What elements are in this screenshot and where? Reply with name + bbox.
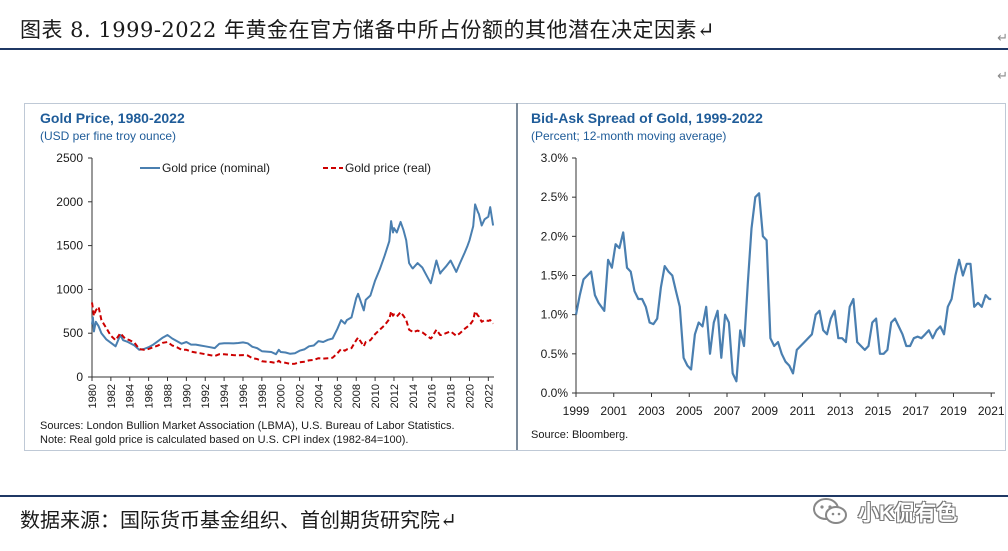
- y-tick-label: 0.5%: [541, 347, 569, 361]
- y-tick-label: 1500: [56, 239, 83, 253]
- x-tick-label: 1988: [162, 384, 174, 408]
- title-rule: [0, 48, 1008, 50]
- figure-frame: [24, 103, 1006, 451]
- chart-title-bid-ask: Bid-Ask Spread of Gold, 1999-2022: [531, 110, 763, 126]
- y-tick-label: 2000: [56, 195, 83, 209]
- chart-source-note: Source: Bloomberg.: [531, 429, 629, 441]
- data-source-line: 数据来源：国际货币基金组织、首创期货研究院↵: [20, 508, 457, 532]
- y-tick-label: 2.5%: [541, 190, 569, 204]
- gold-price-chart: 0 500 1000 1500 2000 2500 1980 1982 1984 1986 1988…: [56, 151, 495, 408]
- x-tick-label: 2022: [483, 384, 495, 408]
- x-tick-label: 1982: [106, 384, 118, 408]
- corner-return-mark: ↵: [997, 30, 1008, 45]
- y-tick-label: 1000: [56, 282, 83, 296]
- x-tick-label: 2004: [313, 384, 325, 408]
- chart-title-gold-price: Gold Price, 1980-2022: [40, 110, 185, 126]
- y-tick-label: 0: [76, 370, 83, 384]
- chart-subtitle-gold-price: (USD per fine troy ounce): [40, 129, 177, 143]
- x-tick-label: 1980: [87, 384, 99, 408]
- x-tick-label: 2013: [827, 404, 854, 418]
- y-tick-label: 0.0%: [541, 386, 569, 400]
- watermark: 小K侃有色: [812, 492, 957, 532]
- x-tick-label: 2019: [940, 404, 967, 418]
- x-tick-label: 2017: [902, 404, 929, 418]
- x-tick-label: 1998: [257, 384, 269, 408]
- series-line-real: [91, 302, 494, 365]
- x-tick-label: 2006: [332, 384, 344, 408]
- y-tick-label: 2500: [56, 151, 83, 165]
- x-tick-label: 2001: [600, 404, 627, 418]
- series-line-bid-ask: [574, 192, 992, 383]
- bid-ask-spread-chart: 0.0% 0.5% 1.0% 1.5% 2.0% 2.5% 3.0% 1999 2001 2003…: [541, 151, 1005, 418]
- x-tick-label: 1990: [181, 384, 193, 408]
- y-tick-label: 2.0%: [541, 229, 569, 243]
- x-tick-label: 2007: [714, 404, 741, 418]
- x-tick-label: 1994: [219, 384, 231, 408]
- y-tick-label: 1.5%: [541, 269, 569, 283]
- chart-method-note: Note: Real gold price is calculated base…: [40, 434, 409, 446]
- document-title: 图表 8. 1999-2022 年黄金在官方储备中所占份额的其他潜在决定因素↵: [20, 18, 716, 42]
- panel-divider: [516, 103, 518, 450]
- wechat-icon: [813, 498, 847, 524]
- x-tick-label: 2008: [351, 384, 363, 408]
- x-tick-label: 1999: [563, 404, 590, 418]
- x-tick-label: 2020: [464, 384, 476, 408]
- x-tick-label: 2014: [408, 384, 420, 408]
- x-tick-label: 2012: [389, 384, 401, 408]
- x-tick-label: 2003: [638, 404, 665, 418]
- x-tick-label: 1996: [238, 384, 250, 408]
- x-tick-label: 2011: [790, 404, 816, 418]
- x-tick-label: 1986: [144, 384, 156, 408]
- x-tick-label: 2009: [751, 404, 778, 418]
- x-tick-label: 2010: [370, 384, 382, 408]
- watermark-text: 小K侃有色: [858, 502, 958, 525]
- x-tick-label: 2015: [865, 404, 892, 418]
- x-tick-label: 1984: [125, 384, 137, 408]
- series-line-nominal: [91, 203, 495, 356]
- chart-source-note: Sources: London Bullion Market Associati…: [40, 420, 455, 432]
- x-tick-label: 2016: [427, 384, 439, 408]
- legend-label-nominal: Gold price (nominal): [162, 161, 270, 175]
- x-tick-label: 2000: [276, 384, 288, 408]
- y-tick-label: 3.0%: [541, 151, 569, 165]
- x-tick-label: 1992: [200, 384, 212, 408]
- legend-label-real: Gold price (real): [345, 161, 431, 175]
- chart-subtitle-bid-ask: (Percent; 12-month moving average): [531, 129, 727, 143]
- x-tick-label: 2021: [978, 404, 1005, 418]
- y-tick-label: 1.0%: [541, 308, 569, 322]
- x-tick-label: 2002: [295, 384, 307, 408]
- x-tick-label: 2018: [446, 384, 458, 408]
- source-rule: [0, 495, 1008, 497]
- x-tick-label: 2005: [676, 404, 703, 418]
- corner-return-mark: ↵: [997, 68, 1008, 83]
- y-tick-label: 500: [63, 326, 83, 340]
